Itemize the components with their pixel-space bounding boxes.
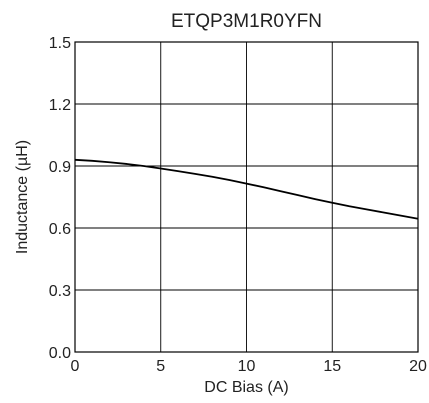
x-tick-labels: 0 5 10 15 20: [71, 358, 427, 375]
x-tick-label: 5: [156, 358, 165, 375]
grid: [75, 42, 418, 352]
x-axis-title: DC Bias (A): [204, 379, 288, 396]
y-axis-title: Inductance (µH): [14, 140, 31, 254]
series-layer: [74, 158, 419, 220]
x-tick-label: 20: [409, 358, 427, 375]
y-tick-label: 0.0: [49, 345, 71, 362]
y-tick-label: 1.2: [49, 97, 71, 114]
y-tick-label: 0.9: [49, 159, 71, 176]
x-tick-label: 15: [323, 358, 341, 375]
y-tick-label: 0.6: [49, 221, 71, 238]
y-tick-label: 0.3: [49, 283, 71, 300]
y-tick-label: 1.5: [49, 35, 71, 52]
plot-frame: [74, 41, 419, 353]
y-tick-labels: 0.0 0.3 0.6 0.9 1.2 1.5: [49, 35, 71, 362]
x-tick-label: 0: [71, 358, 80, 375]
series-line-0: [74, 158, 419, 220]
x-tick-label: 10: [238, 358, 256, 375]
chart-title: ETQP3M1R0YFN: [171, 11, 322, 32]
